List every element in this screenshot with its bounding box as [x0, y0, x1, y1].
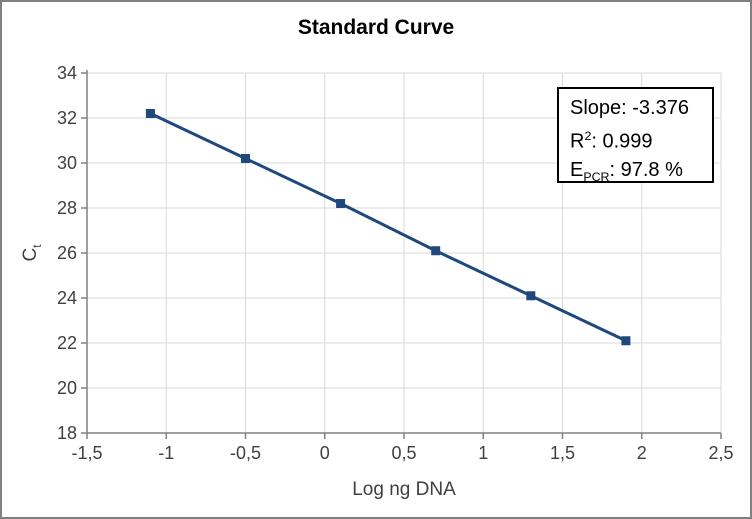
x-tick-label: 1 — [478, 443, 488, 463]
x-tick-label: -0,5 — [230, 443, 261, 463]
y-axis-title: Ct — [20, 244, 44, 261]
y-tick-label: 28 — [57, 198, 77, 218]
y-tick-label: 26 — [57, 243, 77, 263]
y-tick-label: 34 — [57, 63, 77, 83]
x-tick-label: 0 — [320, 443, 330, 463]
stats-r2: R2: 0.999 — [570, 122, 712, 156]
x-tick-label: -1 — [158, 443, 174, 463]
y-tick-label: 22 — [57, 333, 77, 353]
stats-slope-value: : -3.376 — [621, 97, 689, 119]
x-tick-label: 2,5 — [708, 443, 733, 463]
x-tick-label: -1,5 — [71, 443, 102, 463]
y-tick-label: 30 — [57, 153, 77, 173]
stats-r2-value: : 0.999 — [591, 130, 653, 153]
stats-epcr-label: E — [570, 158, 584, 181]
stats-r2-label: R — [570, 130, 585, 153]
x-tick-label: 1,5 — [550, 443, 575, 463]
y-tick-label: 18 — [57, 423, 77, 443]
y-tick-label: 24 — [57, 288, 77, 308]
x-tick-label: 2 — [637, 443, 647, 463]
y-axis-title-base: C — [20, 247, 42, 262]
y-axis-title-sub: t — [30, 244, 44, 248]
stats-epcr-value: : 97.8 % — [609, 158, 683, 181]
series-line — [149, 112, 627, 343]
stats-epcr-subscript: PCR — [583, 169, 610, 184]
stats-epcr: EPCR: 97.8 % — [570, 156, 712, 191]
data-point-marker — [621, 336, 631, 346]
data-point-marker — [526, 291, 536, 301]
stats-box: Slope: -3.376 R2: 0.999 EPCR: 97.8 % — [557, 87, 714, 184]
y-tick-label: 32 — [57, 108, 77, 128]
stats-slope-label: Slope — [570, 97, 622, 119]
data-point-marker — [336, 199, 346, 208]
data-point-marker — [241, 154, 250, 163]
x-tick-label: 0,5 — [391, 443, 416, 463]
chart-title: Standard Curve — [297, 16, 455, 39]
y-tick-label: 20 — [57, 378, 77, 398]
stats-r2-superscript: 2 — [584, 129, 592, 143]
data-point-marker — [145, 109, 155, 118]
data-point-marker — [431, 246, 441, 256]
x-axis-title: Log ng DNA — [352, 479, 456, 500]
stats-slope: Slope: -3.376 — [570, 94, 712, 122]
